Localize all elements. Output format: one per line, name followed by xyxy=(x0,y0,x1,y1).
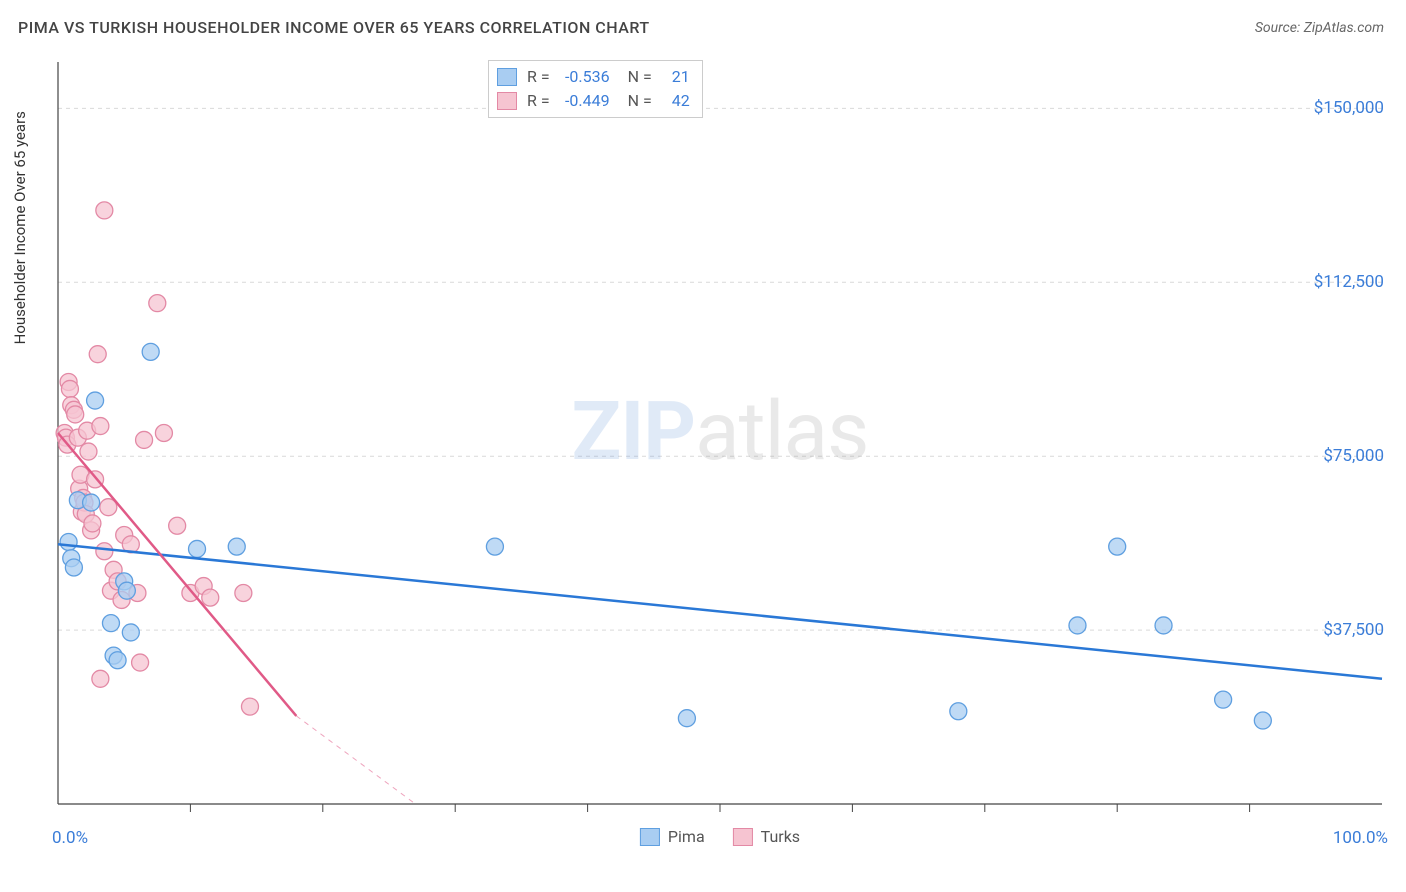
y-tick-label: $75,000 xyxy=(1323,446,1384,466)
turks-legend-swatch-icon xyxy=(733,828,753,846)
y-tick-label: $37,500 xyxy=(1323,620,1384,640)
y-tick-label: $150,000 xyxy=(1314,98,1384,118)
chart-area: Householder Income Over 65 years ZIPatla… xyxy=(50,52,1390,844)
legend-item-pima: Pima xyxy=(640,827,705,846)
pima-legend-swatch-icon xyxy=(640,828,660,846)
legend-label-turks: Turks xyxy=(761,827,800,846)
legend-label-pima: Pima xyxy=(668,827,705,846)
turks-n-value: 42 xyxy=(662,89,690,113)
chart-title: PIMA VS TURKISH HOUSEHOLDER INCOME OVER … xyxy=(18,18,650,37)
legend-item-turks: Turks xyxy=(733,827,800,846)
scatter-plot-svg xyxy=(50,52,1390,844)
pima-swatch-icon xyxy=(497,68,517,86)
pima-n-value: 21 xyxy=(662,65,690,89)
x-max-label: 100.0% xyxy=(1333,828,1388,848)
source-attribution: Source: ZipAtlas.com xyxy=(1255,20,1384,36)
correlation-stats-box: R = -0.536 N = 21 R = -0.449 N = 42 xyxy=(488,60,703,118)
stats-row-turks: R = -0.449 N = 42 xyxy=(497,89,690,113)
legend: Pima Turks xyxy=(640,827,800,846)
x-min-label: 0.0% xyxy=(52,828,88,848)
turks-swatch-icon xyxy=(497,92,517,110)
y-tick-label: $112,500 xyxy=(1314,272,1384,292)
pima-r-value: -0.536 xyxy=(560,65,610,89)
y-axis-label: Householder Income Over 65 years xyxy=(11,111,29,344)
stats-row-pima: R = -0.536 N = 21 xyxy=(497,65,690,89)
chart-header: PIMA VS TURKISH HOUSEHOLDER INCOME OVER … xyxy=(0,0,1406,47)
turks-r-value: -0.449 xyxy=(560,89,610,113)
